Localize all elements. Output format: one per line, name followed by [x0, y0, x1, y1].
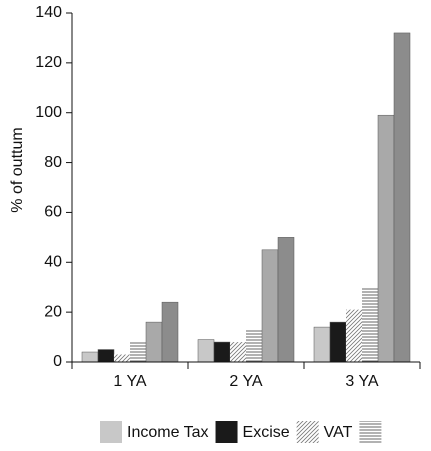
x-tick-label: 2 YA — [229, 373, 263, 390]
bar — [197, 339, 215, 363]
legend-label: Income Tax — [127, 424, 209, 441]
bar — [261, 249, 279, 363]
bar — [213, 341, 231, 363]
bar — [230, 342, 246, 362]
y-tick-label: 100 — [35, 104, 62, 121]
legend-swatch — [100, 421, 122, 443]
legend-swatch — [215, 421, 238, 443]
x-tick-label: 3 YA — [345, 373, 379, 390]
bar — [346, 309, 362, 362]
bar — [114, 354, 130, 362]
bar — [377, 114, 395, 363]
bar — [277, 237, 295, 363]
bar — [81, 351, 99, 363]
y-tick-label: 0 — [53, 353, 62, 370]
legend-label: Excise — [243, 424, 290, 441]
bar — [329, 321, 347, 363]
y-tick-label: 120 — [35, 54, 62, 71]
x-tick-label: 1 YA — [113, 373, 147, 390]
y-tick-label: 80 — [44, 154, 62, 171]
bar — [161, 301, 179, 363]
bar — [145, 321, 163, 363]
bar — [313, 326, 331, 363]
bar — [362, 287, 378, 362]
bar — [130, 342, 146, 362]
y-tick-label: 60 — [44, 204, 62, 221]
bar — [393, 32, 411, 363]
y-axis-label: % of outtum — [9, 127, 26, 212]
bar — [97, 349, 115, 363]
legend-swatch — [296, 421, 319, 443]
legend-label: VAT — [324, 424, 353, 441]
bar — [246, 329, 262, 362]
legend-swatch — [359, 421, 382, 443]
y-tick-label: 140 — [35, 4, 62, 21]
y-tick-label: 40 — [44, 254, 62, 271]
y-tick-label: 20 — [44, 303, 62, 320]
